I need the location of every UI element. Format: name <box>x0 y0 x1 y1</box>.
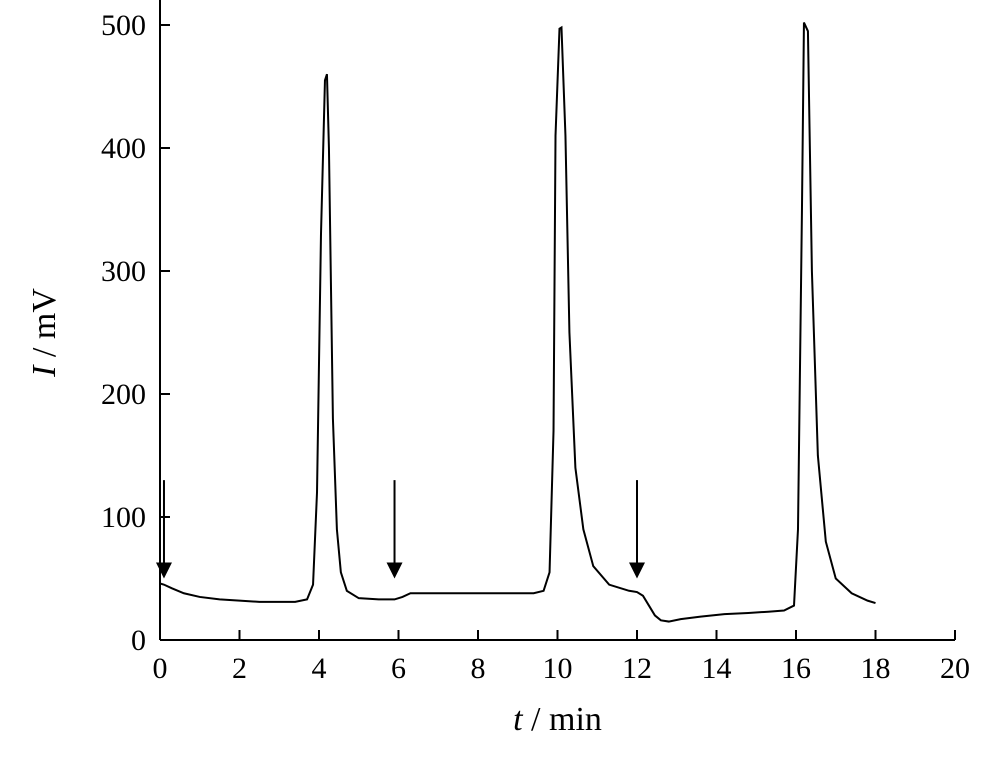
y-tick-label: 300 <box>101 255 146 288</box>
y-tick-label: 0 <box>131 624 146 657</box>
x-tick-label: 0 <box>153 652 168 685</box>
x-tick-label: 10 <box>543 652 573 685</box>
chromatogram-chart: 024681012141618200100200300400500t / min… <box>0 0 1005 764</box>
x-tick-label: 14 <box>702 652 732 685</box>
x-tick-label: 12 <box>622 652 652 685</box>
x-tick-label: 16 <box>781 652 811 685</box>
x-tick-label: 18 <box>861 652 891 685</box>
chart-svg: 024681012141618200100200300400500t / min… <box>0 0 1005 764</box>
x-axis-title: t / min <box>513 701 602 738</box>
x-tick-label: 8 <box>471 652 486 685</box>
y-tick-label: 500 <box>101 9 146 42</box>
x-tick-label: 20 <box>940 652 970 685</box>
x-tick-label: 4 <box>312 652 327 685</box>
y-tick-label: 100 <box>101 501 146 534</box>
x-tick-label: 2 <box>232 652 247 685</box>
x-tick-label: 6 <box>391 652 406 685</box>
y-axis-title: I / mV <box>26 288 63 378</box>
y-tick-label: 400 <box>101 132 146 165</box>
y-tick-label: 200 <box>101 378 146 411</box>
